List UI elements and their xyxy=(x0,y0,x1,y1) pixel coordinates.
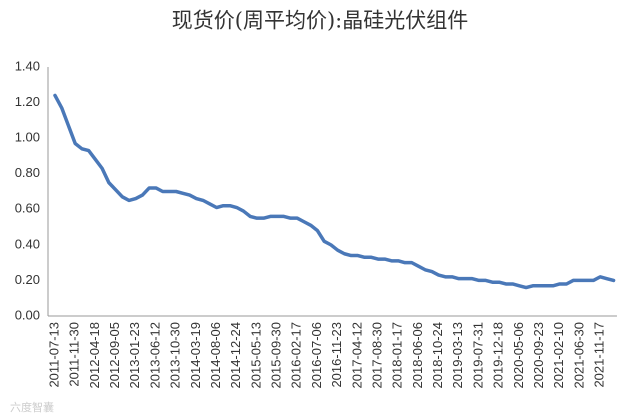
x-tick-label: 2020-09-23 xyxy=(531,322,546,389)
x-tick-label: 2020-05-06 xyxy=(511,322,526,389)
x-tick-label: 2016-11-23 xyxy=(329,322,344,388)
y-tick-label: 1.00 xyxy=(15,130,40,145)
x-tick-label: 2014-08-06 xyxy=(208,322,223,389)
x-tick-label: 2015-05-13 xyxy=(248,322,263,389)
x-tick-label: 2019-12-18 xyxy=(491,322,506,389)
x-tick-label: 2021-11-17 xyxy=(592,322,607,388)
x-tick-label: 2011-07-13 xyxy=(46,322,61,388)
x-tick-label: 2019-03-13 xyxy=(450,322,465,389)
x-tick-label: 2016-02-17 xyxy=(289,322,304,389)
x-tick-label: 2012-09-05 xyxy=(107,322,122,389)
x-tick-label: 2014-03-19 xyxy=(188,322,203,389)
x-tick-label: 2017-04-12 xyxy=(349,322,364,389)
x-tick-label: 2017-08-30 xyxy=(369,322,384,389)
x-tick-label: 2016-07-06 xyxy=(309,322,324,389)
x-tick-label: 2012-04-18 xyxy=(87,322,102,389)
y-tick-label: 1.40 xyxy=(15,58,40,73)
x-tick-label: 2013-06-12 xyxy=(147,322,162,389)
x-tick-label: 2013-01-23 xyxy=(127,322,142,389)
x-tick-label: 2021-06-30 xyxy=(571,322,586,389)
x-tick-label: 2011-11-30 xyxy=(67,322,82,387)
watermark: 六度智囊 xyxy=(10,400,54,414)
x-tick-label: 2021-02-10 xyxy=(551,322,566,389)
x-tick-label: 2019-07-31 xyxy=(470,322,485,389)
line-series xyxy=(53,93,616,290)
y-tick-label: 1.20 xyxy=(15,94,40,109)
x-tick-label: 2015-09-30 xyxy=(269,322,284,389)
x-tick-label: 2018-06-06 xyxy=(410,322,425,389)
y-tick-label: 0.20 xyxy=(15,272,40,287)
x-tick-label: 2018-01-17 xyxy=(390,322,405,389)
y-tick-label: 0.80 xyxy=(15,165,40,180)
chart-title: 现货价(周平均价):晶硅光伏组件 xyxy=(172,9,468,33)
y-tick-label: 0.40 xyxy=(15,236,40,251)
x-tick-label: 2013-10-30 xyxy=(168,322,183,389)
y-tick-label: 0.00 xyxy=(15,307,40,322)
x-tick-label: 2018-10-24 xyxy=(430,322,445,389)
y-tick-label: 0.60 xyxy=(15,201,40,216)
x-tick-label: 2014-12-24 xyxy=(228,322,243,389)
